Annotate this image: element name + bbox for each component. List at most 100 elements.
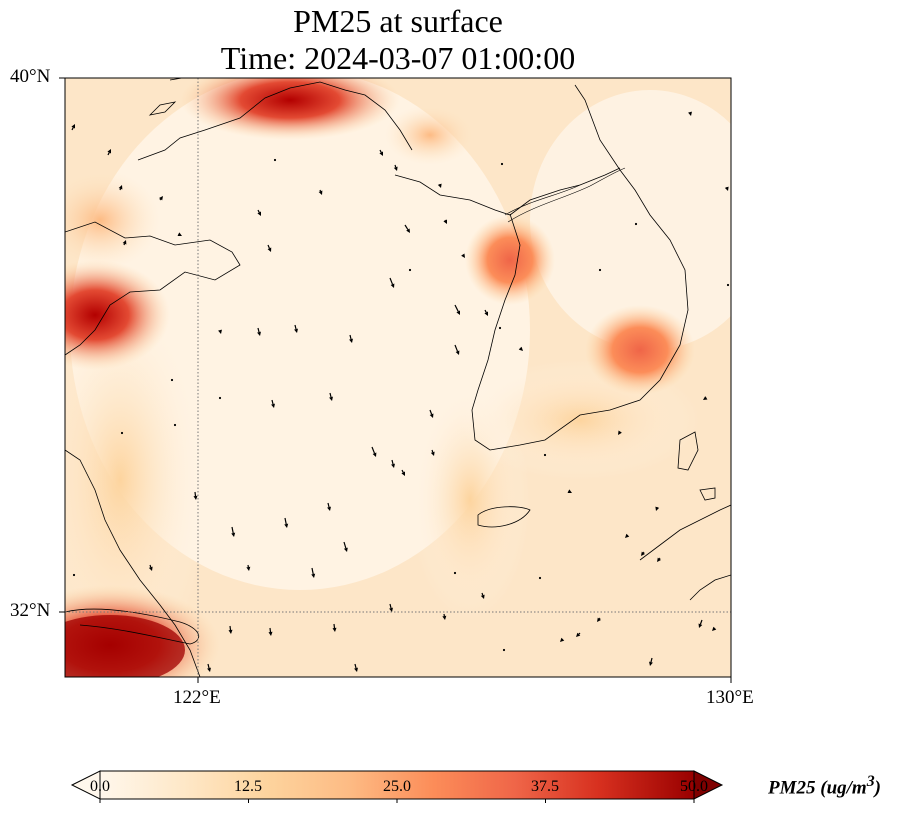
colorbar-label-prefix: PM25 (ug/m	[768, 777, 867, 799]
wind-vector-shaft	[389, 277, 394, 285]
wind-vector	[634, 222, 638, 226]
wind-vector-shaft	[271, 399, 274, 405]
wind-vector-head	[271, 403, 275, 408]
wind-vector-head	[655, 506, 660, 511]
wind-vector-head	[430, 451, 435, 456]
colorbar-label-suffix: )	[874, 777, 881, 799]
wind-vector-head	[148, 566, 153, 571]
wind-vector	[72, 573, 76, 577]
wind-vector-shaft	[329, 392, 332, 398]
wind-vector-shaft	[333, 623, 336, 629]
wind-vector-head	[455, 350, 460, 355]
wind-vector-head	[698, 623, 703, 628]
wind-vector-head	[267, 247, 272, 252]
wind-vector-shaft	[229, 625, 232, 631]
wind-vector-shaft	[642, 551, 645, 554]
wind-vector-shaft	[699, 619, 703, 625]
wind-vector	[598, 268, 602, 272]
colorbar-max-extend	[693, 770, 724, 800]
wind-vector-head	[406, 228, 410, 233]
wind-vector-shaft	[269, 627, 272, 633]
wind-vector-head	[311, 573, 316, 578]
wind-vector-head	[657, 557, 661, 562]
wind-vector-head	[518, 346, 523, 351]
wind-vector-head	[576, 632, 581, 637]
wind-vector-head	[480, 594, 485, 599]
colorbar-tick-3: 37.5	[531, 778, 559, 795]
wind-vector-head	[390, 283, 395, 288]
wind-vector-shaft	[578, 632, 581, 635]
wind-vector-shaft	[389, 603, 392, 609]
wind-vector-head	[327, 506, 331, 511]
colorbar-tick-2: 25.0	[383, 778, 411, 795]
wind-vector-head	[318, 190, 323, 195]
wind-vector-shaft	[257, 327, 260, 333]
wind-vector-head	[349, 338, 353, 343]
chart-subtitle-time: Time: 2024-03-07 01:00:00	[220, 40, 576, 76]
wind-vector-shaft	[159, 198, 162, 201]
wind-vector	[502, 648, 506, 652]
chart-title: PM25 at surface	[293, 3, 503, 39]
wind-vector-shaft	[311, 567, 314, 575]
wind-vector-head	[257, 331, 261, 336]
wind-vector-shaft	[123, 243, 126, 246]
wind-vector-head	[712, 626, 717, 631]
wind-vector	[453, 571, 457, 575]
wind-vector-head	[332, 627, 337, 632]
wind-vector-shaft	[484, 309, 487, 313]
wind-vector	[218, 396, 222, 400]
lon-label-122e: 122°E	[173, 687, 221, 708]
wind-vector-head	[429, 413, 434, 418]
wind-vector-head	[618, 430, 622, 435]
colorbar-tick-4: 50.0	[680, 778, 708, 795]
wind-vector-shaft	[294, 324, 297, 330]
wind-vector-head	[649, 661, 653, 666]
wind-vector	[170, 378, 174, 382]
wind-vector-head	[443, 219, 447, 224]
wind-vector-shaft	[71, 127, 74, 131]
wind-vector-shaft	[349, 334, 352, 340]
wind-vectors	[71, 111, 730, 672]
wind-vector-shaft	[107, 152, 110, 156]
wind-vector-head	[567, 489, 572, 493]
wind-vector-shaft	[401, 469, 404, 473]
wind-vector-head	[228, 629, 233, 634]
colorbar-label: PM25 (ug/m3)	[768, 773, 881, 799]
wind-vector-head	[724, 186, 729, 191]
wind-vector-shaft	[354, 663, 357, 669]
wind-vector-head	[560, 637, 565, 642]
wind-vector	[173, 423, 177, 427]
wind-vector	[120, 431, 124, 435]
wind-vector	[498, 326, 502, 330]
wind-vector-head	[329, 396, 333, 401]
wind-vector-head	[122, 240, 127, 245]
wind-vector-head	[379, 151, 383, 156]
wind-vector-head	[456, 310, 460, 315]
wind-vector-shaft	[119, 188, 122, 191]
wind-vector-head	[246, 566, 251, 571]
wind-vector	[543, 453, 547, 457]
coastlines	[65, 78, 731, 677]
gridlines	[65, 78, 731, 677]
wind-vector	[273, 158, 277, 162]
wind-vector-shaft	[431, 449, 434, 453]
wind-vector	[538, 576, 542, 580]
wind-vector-shaft	[319, 189, 322, 192]
map-frame	[64, 77, 732, 678]
wind-vector-shaft	[284, 517, 287, 525]
wind-vector-head	[107, 149, 111, 154]
colorbar-tick-1: 12.5	[234, 778, 262, 795]
wind-vector-head	[294, 328, 298, 333]
wind-vector-shaft	[394, 164, 397, 168]
wind-vector-head	[343, 547, 348, 552]
wind-vector-head	[625, 533, 630, 538]
pm25-field	[65, 78, 731, 677]
wind-vector-shaft	[404, 224, 409, 230]
wind-vector-head	[193, 495, 198, 500]
wind-vector-shaft	[257, 209, 260, 213]
wind-vector-head	[484, 311, 488, 316]
wind-vector-head	[391, 463, 395, 468]
wind-vector-head	[159, 196, 163, 201]
wind-vector-head	[231, 532, 236, 537]
